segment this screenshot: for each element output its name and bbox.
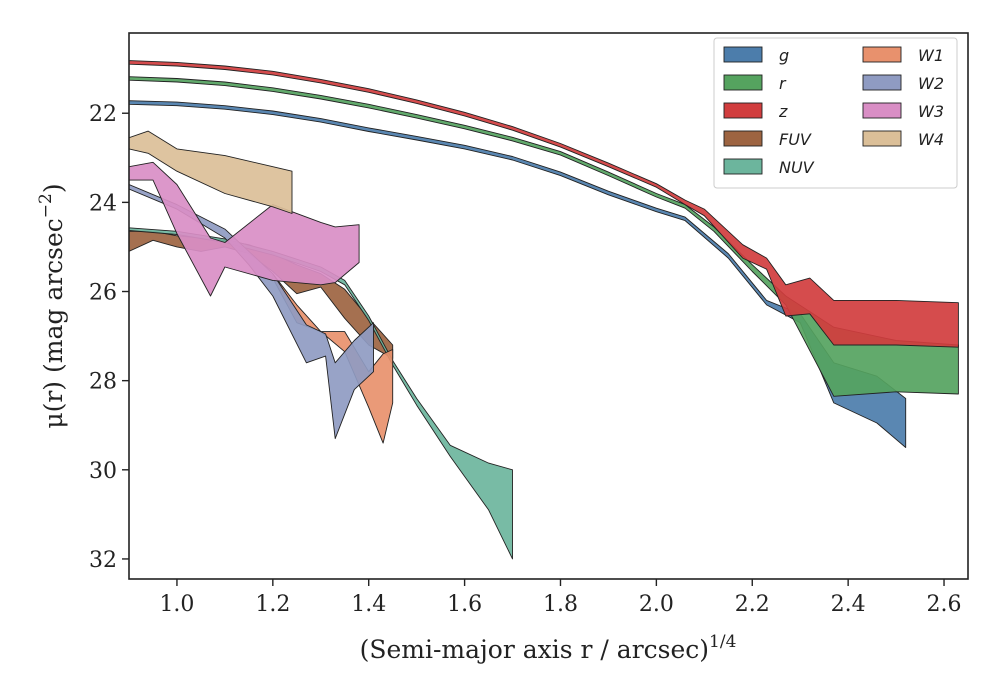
legend-label-nuv: NUV bbox=[779, 158, 815, 177]
legend-swatch-w2 bbox=[862, 74, 902, 91]
legend-swatch-w4 bbox=[862, 130, 902, 147]
legend-label-w2: W2 bbox=[918, 74, 944, 93]
y-axis-label: μ(r) (mag arcsec−2) bbox=[36, 183, 68, 428]
y-tick-label: 24 bbox=[89, 191, 117, 216]
legend-swatch-z bbox=[723, 102, 763, 119]
y-tick-label: 26 bbox=[89, 281, 117, 306]
legend-swatch-fuv bbox=[723, 130, 763, 147]
x-tick-label: 2.2 bbox=[735, 592, 770, 617]
x-tick-label: 1.8 bbox=[543, 592, 578, 617]
legend-label-w4: W4 bbox=[918, 130, 944, 149]
x-tick-label: 2.0 bbox=[639, 592, 674, 617]
band-w3 bbox=[129, 161, 360, 297]
legend-swatch-w3 bbox=[862, 102, 902, 119]
x-axis: 1.0 1.2 1.4 1.6 1.8 2.0 2.2 2.4 2.6 bbox=[159, 579, 962, 617]
legend-label-r: r bbox=[779, 74, 787, 93]
x-tick-label: 1.4 bbox=[351, 592, 386, 617]
x-tick-label: 2.6 bbox=[927, 592, 962, 617]
legend-label-z: z bbox=[778, 102, 788, 121]
y-tick-label: 22 bbox=[89, 102, 117, 127]
legend-label-g: g bbox=[779, 46, 789, 65]
x-tick-label: 1.6 bbox=[447, 592, 482, 617]
y-tick-label: 32 bbox=[89, 548, 117, 573]
legend: grz FUV NUV W1 W2 W3 W4 bbox=[713, 37, 958, 189]
band-z bbox=[129, 60, 959, 348]
legend-label-w1: W1 bbox=[918, 46, 944, 65]
plot-frame bbox=[128, 32, 969, 580]
legend-swatch-nuv bbox=[723, 158, 763, 175]
band-r bbox=[129, 76, 959, 397]
legend-swatch-w1 bbox=[862, 46, 902, 63]
legend-swatch-g bbox=[723, 46, 763, 63]
x-tick-label: 1.0 bbox=[159, 592, 194, 617]
band-w4 bbox=[129, 130, 293, 214]
data-bands bbox=[129, 60, 959, 560]
x-axis-label: (Semi-major axis r / arcsec)1/4 bbox=[360, 632, 737, 664]
band-g bbox=[129, 100, 907, 448]
x-tick-label: 2.4 bbox=[831, 592, 866, 617]
x-tick-label: 1.2 bbox=[255, 592, 290, 617]
y-tick-label: 28 bbox=[89, 370, 117, 395]
legend-swatch-r bbox=[723, 74, 763, 91]
legend-label-w3: W3 bbox=[918, 102, 944, 121]
y-tick-label: 30 bbox=[89, 459, 117, 484]
legend-label-fuv: FUV bbox=[779, 130, 812, 149]
y-axis: 22 24 26 28 30 32 bbox=[89, 102, 129, 573]
